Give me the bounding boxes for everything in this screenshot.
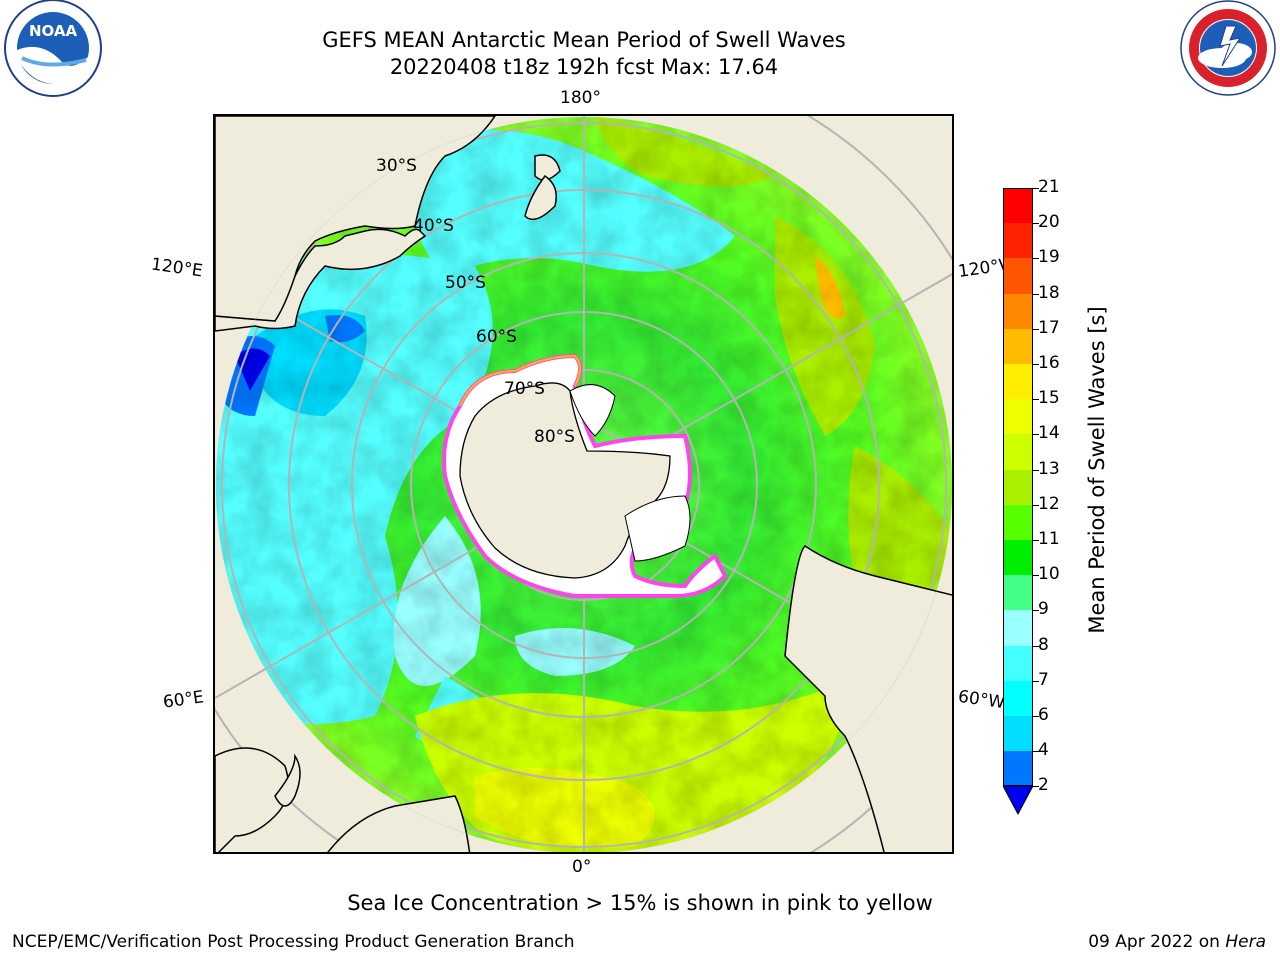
lon-label-top: 180° [560,88,601,108]
lat-label-50s: 50°S [445,273,486,293]
colorbar-segment [1003,680,1033,716]
footer-date: 09 Apr 2022 on Hera [1088,932,1266,952]
polar-map: 30°S 40°S 50°S 60°S 70°S 80°S [215,116,952,852]
colorbar-tickmark [1033,610,1039,612]
lat-label-30s: 30°S [376,156,417,176]
antarctica [442,353,728,598]
colorbar-tick-label: 9 [1038,599,1049,620]
lat-label-40s: 40°S [413,216,454,236]
noaa-logo-text: NOAA [29,22,78,40]
colorbar-segment [1003,504,1033,540]
colorbar-tickmark [1033,258,1039,260]
colorbar-tick-label: 8 [1038,634,1049,655]
colorbar-tick-label: 14 [1038,423,1060,444]
colorbar-tick-label: 15 [1038,388,1060,409]
footer-date-text: 09 Apr 2022 on [1088,932,1226,952]
colorbar-segment [1003,328,1033,364]
lon-label-bottom: 0° [572,857,592,877]
lat-label-80s: 80°S [534,427,575,447]
colorbar-segment [1003,434,1033,470]
colorbar-tick-label: 16 [1038,353,1060,373]
colorbar-tickmark [1033,716,1039,717]
colorbar-tickmark [1033,328,1039,330]
colorbar-segment [1003,399,1033,435]
chart-subtitle: 20220408 t18z 192h fcst Max: 17.64 [389,55,779,79]
colorbar-segment [1003,751,1033,787]
colorbar-tick-label: 18 [1038,282,1060,303]
nws-logo [1180,0,1276,96]
colorbar-tickmark [1033,504,1039,506]
colorbar-tickmark [1033,786,1039,788]
colorbar-tickmark [1033,540,1039,541]
colorbar-segment [1003,645,1033,681]
colorbar-tickmark [1033,645,1039,647]
colorbar-tickmark [1033,399,1039,401]
colorbar-tick-label: 19 [1038,247,1060,268]
lon-label-60w: 60°W [956,686,1007,714]
colorbar-segment [1003,293,1033,329]
colorbar-tickmark [1033,188,1039,189]
footer-credit: NCEP/EMC/Verification Post Processing Pr… [12,932,575,952]
colorbar-tick-label: 2 [1038,775,1049,796]
colorbar-tickmark [1033,223,1039,225]
lon-label-120e: 120°E [149,254,204,282]
colorbar-extend-min [1003,786,1033,816]
colorbar-segment [1003,188,1033,224]
colorbar-tick-label: 7 [1038,669,1049,690]
colorbar-label: Mean Period of Swell Waves [s] [1085,306,1109,634]
colorbar-tickmark [1033,469,1039,471]
lat-label-70s: 70°S [504,379,545,399]
colorbar-tickmark [1033,434,1039,436]
colorbar-tick-label: 6 [1038,705,1049,725]
noaa-logo: NOAA [4,0,102,97]
colorbar-segment [1003,469,1033,505]
colorbar-tick-label: 4 [1038,740,1049,761]
sea-ice-note: Sea Ice Concentration > 15% is shown in … [347,891,933,915]
colorbar-tick-label: 21 [1038,177,1060,197]
colorbar-segment [1003,223,1033,259]
colorbar-tickmark [1033,293,1039,295]
lat-label-60s: 60°S [476,327,517,347]
colorbar-tickmark [1033,680,1039,682]
lon-label-60e: 60°E [161,687,206,713]
continents [215,116,952,852]
colorbar-tickmark [1033,751,1039,753]
colorbar-tickmark [1033,364,1039,365]
colorbar-segment [1003,610,1033,646]
colorbar-tick-label: 10 [1038,564,1060,585]
colorbar-tick-label: 13 [1038,458,1060,479]
colorbar-segment [1003,258,1033,294]
colorbar-tick-label: 20 [1038,212,1060,233]
colorbar-tick-label: 12 [1038,493,1060,514]
footer-host: Hera [1225,932,1266,952]
chart-title: GEFS MEAN Antarctic Mean Period of Swell… [322,28,846,52]
colorbar-tickmark [1033,575,1039,577]
colorbar-segment [1003,540,1033,576]
colorbar-segment [1003,716,1033,752]
colorbar-tick-label: 17 [1038,317,1060,338]
colorbar-segment [1003,364,1033,400]
colorbar-segment [1003,575,1033,611]
map-panel: 30°S 40°S 50°S 60°S 70°S 80°S [213,114,954,854]
colorbar-tick-label: 11 [1038,529,1060,549]
colorbar-frame [1003,188,1033,787]
